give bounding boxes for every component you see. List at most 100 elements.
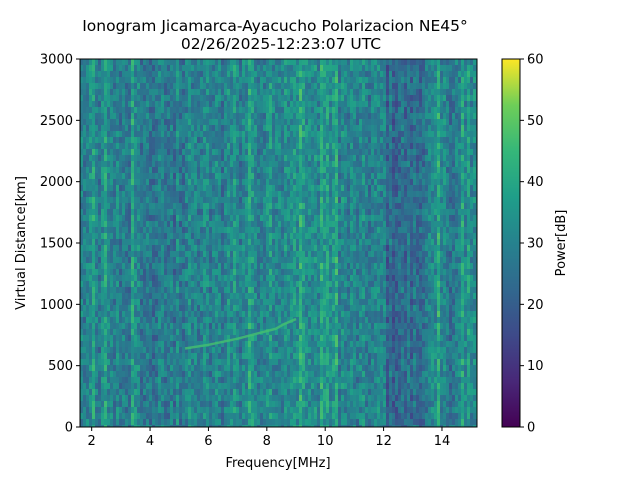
heatmap-cell <box>269 71 273 78</box>
heatmap-cell <box>317 257 321 264</box>
heatmap-cell <box>284 167 288 174</box>
heatmap-cell <box>254 179 258 186</box>
heatmap-cell <box>134 149 138 156</box>
heatmap-cell <box>281 281 285 288</box>
heatmap-cell <box>269 119 273 126</box>
heatmap-cell <box>299 425 303 427</box>
heatmap-cell <box>269 77 273 84</box>
heatmap-cell <box>191 395 195 402</box>
heatmap-cell <box>212 101 216 108</box>
heatmap-cell <box>122 341 126 348</box>
heatmap-cell <box>302 107 306 114</box>
heatmap-cell <box>218 281 222 288</box>
heatmap-cell <box>302 365 306 372</box>
heatmap-cell <box>257 239 261 246</box>
heatmap-cell <box>224 365 228 372</box>
heatmap-cell <box>290 89 294 96</box>
heatmap-cell <box>275 221 279 228</box>
heatmap-cell <box>254 395 258 402</box>
heatmap-cell <box>143 215 147 222</box>
heatmap-cell <box>224 359 228 366</box>
heatmap-cell <box>170 347 174 354</box>
heatmap-cell <box>182 77 186 84</box>
heatmap-cell <box>257 245 261 252</box>
heatmap-cell <box>86 77 90 84</box>
heatmap-cell <box>113 383 117 390</box>
heatmap-cell <box>92 347 96 354</box>
heatmap-cell <box>308 167 312 174</box>
heatmap-cell <box>221 101 225 108</box>
heatmap-cell <box>83 137 87 144</box>
heatmap-cell <box>245 95 249 102</box>
heatmap-cell <box>266 293 270 300</box>
heatmap-cell <box>257 77 261 84</box>
heatmap-cell <box>176 137 180 144</box>
heatmap-cell <box>215 227 219 234</box>
heatmap-cell <box>173 167 177 174</box>
heatmap-cell <box>242 83 246 90</box>
heatmap-cell <box>188 425 192 427</box>
heatmap-cell <box>245 185 249 192</box>
heatmap-cell <box>182 173 186 180</box>
heatmap-cell <box>164 227 168 234</box>
heatmap-cell <box>158 401 162 408</box>
heatmap-cell <box>302 305 306 312</box>
heatmap-cell <box>287 95 291 102</box>
heatmap-cell <box>317 425 321 427</box>
heatmap-cell <box>284 347 288 354</box>
heatmap-cell <box>155 233 159 240</box>
heatmap-cell <box>113 125 117 132</box>
heatmap-cell <box>161 407 165 414</box>
heatmap-cell <box>92 119 96 126</box>
heatmap-cell <box>107 113 111 120</box>
heatmap-cell <box>119 311 123 318</box>
heatmap-cell <box>254 221 258 228</box>
heatmap-cell <box>158 407 162 414</box>
heatmap-cell <box>266 419 270 426</box>
heatmap-cell <box>299 407 303 414</box>
heatmap-cell <box>218 317 222 324</box>
heatmap-cell <box>188 341 192 348</box>
heatmap-cell <box>206 365 210 372</box>
heatmap-cell <box>245 263 249 270</box>
heatmap-cell <box>167 95 171 102</box>
heatmap-cell <box>281 335 285 342</box>
heatmap-cell <box>281 389 285 396</box>
heatmap-cell <box>122 365 126 372</box>
heatmap-cell <box>251 173 255 180</box>
heatmap-cell <box>131 155 135 162</box>
heatmap-cell <box>269 125 273 132</box>
heatmap-cell <box>206 377 210 384</box>
heatmap-cell <box>131 227 135 234</box>
heatmap-cell <box>161 173 165 180</box>
heatmap-cell <box>290 311 294 318</box>
heatmap-cell <box>242 107 246 114</box>
heatmap-cell <box>80 167 84 174</box>
heatmap-cell <box>167 347 171 354</box>
heatmap-cell <box>170 263 174 270</box>
heatmap-cell <box>227 359 231 366</box>
heatmap-cell <box>119 317 123 324</box>
heatmap-cell <box>149 203 153 210</box>
heatmap-cell <box>230 377 234 384</box>
heatmap-cell <box>122 299 126 306</box>
heatmap-cell <box>305 251 309 258</box>
heatmap-cell <box>125 395 129 402</box>
heatmap-cell <box>152 335 156 342</box>
heatmap-cell <box>110 107 114 114</box>
heatmap-cell <box>284 323 288 330</box>
heatmap-cell <box>305 191 309 198</box>
heatmap-cell <box>320 59 324 66</box>
heatmap-cell <box>95 215 99 222</box>
heatmap-cell <box>98 107 102 114</box>
heatmap-cell <box>107 185 111 192</box>
heatmap-cell <box>281 131 285 138</box>
heatmap-cell <box>86 209 90 216</box>
heatmap-cell <box>98 269 102 276</box>
heatmap-cell <box>299 287 303 294</box>
heatmap-cell <box>206 383 210 390</box>
heatmap-cell <box>149 269 153 276</box>
heatmap-cell <box>293 347 297 354</box>
heatmap-cell <box>101 251 105 258</box>
